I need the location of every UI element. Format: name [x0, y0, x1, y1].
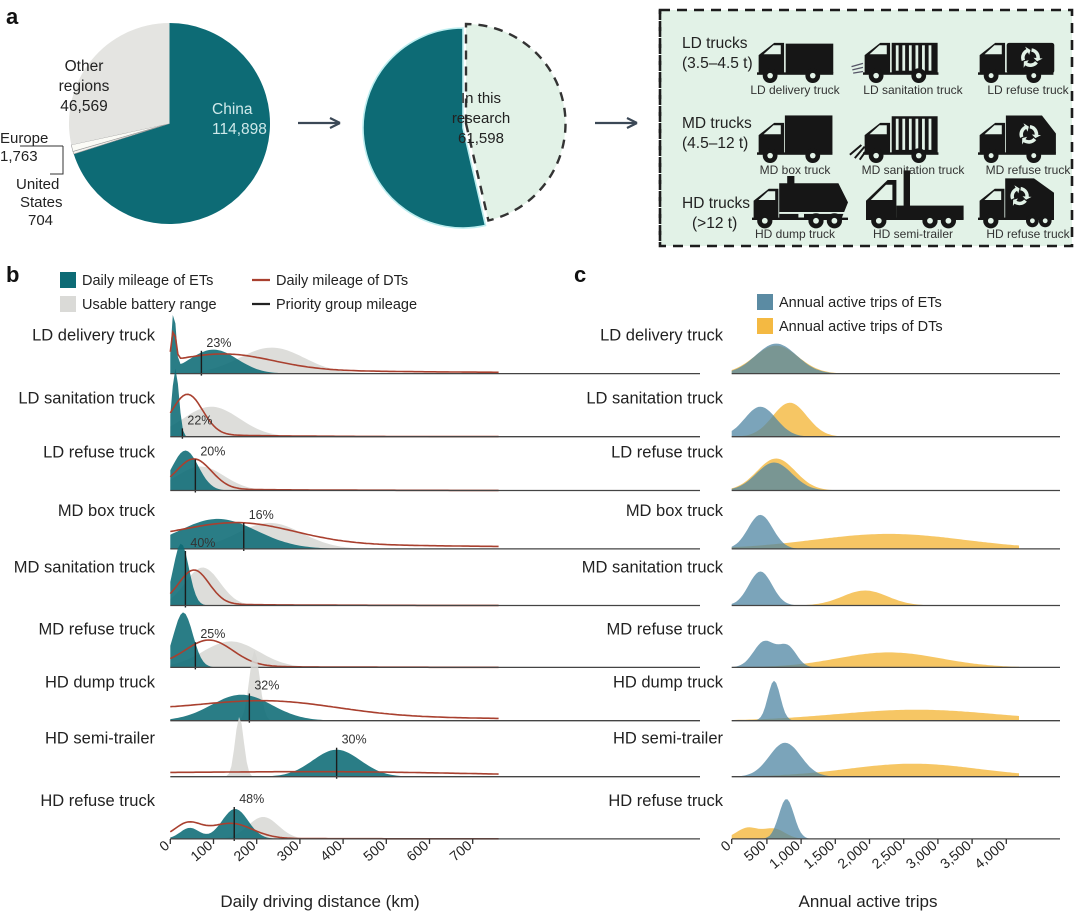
svg-text:LD refuse truck: LD refuse truck: [987, 83, 1069, 97]
svg-text:46,569: 46,569: [60, 98, 107, 115]
svg-text:2,000: 2,000: [834, 837, 871, 872]
svg-text:114,898: 114,898: [212, 121, 267, 138]
svg-text:300: 300: [274, 837, 302, 864]
svg-text:500: 500: [741, 837, 769, 864]
svg-text:(>12 t): (>12 t): [692, 215, 737, 232]
svg-text:LD delivery truck: LD delivery truck: [750, 83, 840, 97]
svg-text:Annual active trips: Annual active trips: [799, 892, 938, 911]
svg-text:400: 400: [317, 837, 345, 864]
svg-text:HD dump truck: HD dump truck: [613, 674, 724, 692]
svg-text:MD refuse truck: MD refuse truck: [986, 163, 1072, 177]
svg-text:30%: 30%: [342, 733, 367, 747]
svg-text:LD delivery truck: LD delivery truck: [32, 327, 156, 345]
svg-text:MD refuse truck: MD refuse truck: [607, 620, 724, 638]
svg-text:2,500: 2,500: [868, 837, 905, 872]
svg-text:United: United: [16, 176, 59, 193]
svg-text:48%: 48%: [239, 792, 264, 806]
svg-text:1,763: 1,763: [0, 148, 38, 165]
svg-text:LD trucks: LD trucks: [682, 35, 748, 52]
svg-text:regions: regions: [59, 78, 110, 95]
svg-text:20%: 20%: [200, 444, 225, 458]
svg-text:HD semi-trailer: HD semi-trailer: [45, 730, 156, 748]
svg-text:MD sanitation truck: MD sanitation truck: [582, 559, 724, 577]
svg-text:States: States: [20, 194, 63, 211]
svg-text:Daily driving distance (km): Daily driving distance (km): [220, 892, 419, 911]
svg-text:MD box truck: MD box truck: [58, 502, 156, 520]
svg-text:Other: Other: [65, 58, 104, 75]
svg-text:Europe: Europe: [0, 130, 48, 147]
svg-text:200: 200: [230, 837, 258, 864]
svg-text:600: 600: [403, 837, 431, 864]
svg-text:22%: 22%: [187, 413, 212, 427]
svg-text:MD sanitation truck: MD sanitation truck: [862, 163, 966, 177]
svg-text:61,598: 61,598: [458, 130, 504, 147]
svg-text:(3.5–4.5 t): (3.5–4.5 t): [682, 55, 753, 72]
svg-text:LD sanitation truck: LD sanitation truck: [586, 390, 723, 408]
svg-text:MD sanitation truck: MD sanitation truck: [14, 559, 156, 577]
svg-text:32%: 32%: [254, 679, 279, 693]
svg-text:research: research: [452, 110, 510, 127]
svg-text:704: 704: [28, 212, 53, 229]
svg-text:HD refuse truck: HD refuse truck: [40, 792, 155, 810]
svg-text:1,000: 1,000: [766, 837, 803, 872]
svg-text:700: 700: [446, 837, 474, 864]
svg-text:LD refuse truck: LD refuse truck: [43, 444, 156, 462]
svg-text:3,500: 3,500: [937, 837, 974, 872]
svg-text:MD trucks: MD trucks: [682, 115, 752, 132]
svg-text:LD sanitation truck: LD sanitation truck: [863, 83, 963, 97]
svg-text:HD semi-trailer: HD semi-trailer: [613, 730, 724, 748]
svg-text:100: 100: [187, 837, 215, 864]
svg-text:MD box truck: MD box truck: [626, 502, 724, 520]
svg-text:HD refuse truck: HD refuse truck: [986, 227, 1070, 241]
svg-text:(4.5–12 t): (4.5–12 t): [682, 135, 748, 152]
svg-text:MD refuse truck: MD refuse truck: [39, 620, 156, 638]
svg-text:16%: 16%: [249, 508, 274, 522]
svg-text:HD dump truck: HD dump truck: [755, 227, 836, 241]
svg-text:500: 500: [360, 837, 388, 864]
svg-text:HD trucks: HD trucks: [682, 195, 750, 212]
svg-text:HD semi-trailer: HD semi-trailer: [873, 227, 953, 241]
svg-text:23%: 23%: [206, 336, 231, 350]
svg-text:HD dump truck: HD dump truck: [45, 674, 156, 692]
svg-text:LD sanitation truck: LD sanitation truck: [18, 390, 155, 408]
svg-text:3,000: 3,000: [903, 837, 940, 872]
svg-text:25%: 25%: [200, 627, 225, 641]
svg-text:LD refuse truck: LD refuse truck: [611, 444, 724, 462]
svg-text:1,500: 1,500: [800, 837, 837, 872]
svg-text:China: China: [212, 101, 253, 118]
svg-text:MD box truck: MD box truck: [760, 163, 832, 177]
svg-text:LD delivery truck: LD delivery truck: [600, 327, 724, 345]
svg-text:In this: In this: [461, 90, 501, 107]
svg-text:40%: 40%: [190, 536, 215, 550]
svg-text:HD refuse truck: HD refuse truck: [608, 792, 723, 810]
